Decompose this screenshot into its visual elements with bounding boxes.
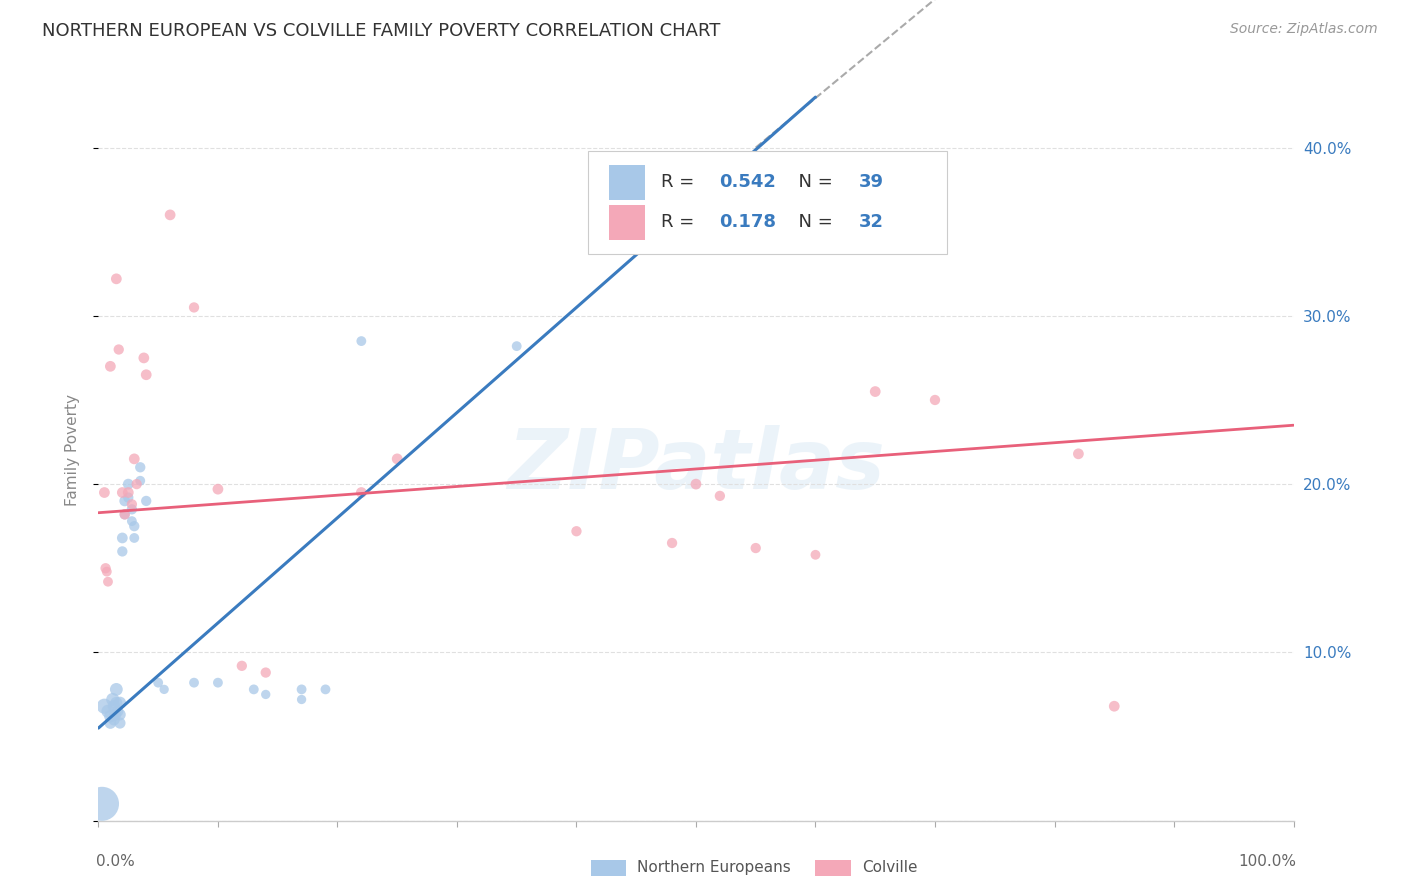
FancyBboxPatch shape bbox=[589, 151, 948, 254]
Point bbox=[125, 477, 148, 491]
Point bbox=[108, 696, 131, 710]
Point bbox=[97, 574, 120, 589]
Text: 39: 39 bbox=[859, 173, 883, 192]
Point bbox=[105, 682, 128, 697]
Point bbox=[108, 716, 131, 731]
Point bbox=[661, 536, 683, 550]
Point bbox=[804, 548, 827, 562]
Point bbox=[1104, 699, 1126, 714]
Point bbox=[93, 699, 115, 714]
Point bbox=[135, 494, 157, 508]
Point bbox=[104, 707, 127, 722]
Point bbox=[105, 272, 128, 286]
Point bbox=[129, 474, 152, 488]
Text: 100.0%: 100.0% bbox=[1237, 854, 1296, 869]
Text: 0.0%: 0.0% bbox=[96, 854, 135, 869]
Point bbox=[111, 531, 134, 545]
Point bbox=[108, 707, 131, 722]
Point bbox=[105, 696, 128, 710]
Point bbox=[207, 675, 229, 690]
Point bbox=[121, 497, 143, 511]
Point bbox=[111, 544, 134, 558]
Text: Source: ZipAtlas.com: Source: ZipAtlas.com bbox=[1230, 22, 1378, 37]
Text: R =: R = bbox=[661, 213, 706, 231]
Point bbox=[103, 713, 125, 727]
Point bbox=[129, 460, 152, 475]
Text: N =: N = bbox=[787, 213, 838, 231]
Point bbox=[114, 508, 136, 522]
Text: Colville: Colville bbox=[862, 861, 918, 875]
Point bbox=[709, 489, 731, 503]
Point bbox=[107, 704, 129, 718]
Point bbox=[93, 485, 115, 500]
Point bbox=[924, 392, 946, 407]
Point bbox=[159, 208, 181, 222]
Point bbox=[148, 675, 170, 690]
Bar bbox=[609, 165, 644, 200]
Text: NORTHERN EUROPEAN VS COLVILLE FAMILY POVERTY CORRELATION CHART: NORTHERN EUROPEAN VS COLVILLE FAMILY POV… bbox=[42, 22, 720, 40]
Point bbox=[183, 675, 205, 690]
Point bbox=[135, 368, 157, 382]
Point bbox=[315, 682, 337, 697]
Point bbox=[506, 339, 529, 353]
Point bbox=[1067, 447, 1090, 461]
Point bbox=[254, 688, 277, 702]
Point bbox=[121, 502, 143, 516]
Point bbox=[291, 692, 314, 706]
Bar bbox=[609, 204, 644, 240]
Point bbox=[117, 491, 139, 505]
Point bbox=[114, 494, 136, 508]
Point bbox=[153, 682, 176, 697]
Text: 0.178: 0.178 bbox=[718, 213, 776, 231]
Point bbox=[121, 514, 143, 528]
Text: Northern Europeans: Northern Europeans bbox=[637, 861, 792, 875]
Text: N =: N = bbox=[787, 173, 838, 192]
Text: R =: R = bbox=[661, 173, 700, 192]
Text: ZIPatlas: ZIPatlas bbox=[508, 425, 884, 506]
Point bbox=[385, 451, 409, 466]
Point bbox=[183, 301, 205, 315]
Text: 32: 32 bbox=[859, 213, 883, 231]
Point bbox=[103, 699, 125, 714]
Point bbox=[94, 561, 117, 575]
Point bbox=[207, 482, 229, 496]
Point bbox=[96, 565, 118, 579]
Point bbox=[291, 682, 314, 697]
Point bbox=[350, 485, 373, 500]
Point bbox=[243, 682, 266, 697]
Point bbox=[107, 343, 129, 357]
Point bbox=[117, 477, 139, 491]
Point bbox=[117, 485, 139, 500]
Point bbox=[254, 665, 277, 680]
Point bbox=[231, 658, 253, 673]
Point bbox=[745, 541, 768, 555]
Y-axis label: Family Poverty: Family Poverty bbox=[65, 394, 80, 507]
Point bbox=[111, 485, 134, 500]
Point bbox=[101, 692, 124, 706]
Point bbox=[132, 351, 155, 365]
Point bbox=[114, 508, 136, 522]
Point bbox=[98, 709, 122, 723]
Text: 0.542: 0.542 bbox=[718, 173, 776, 192]
Point bbox=[97, 704, 120, 718]
Point bbox=[98, 716, 122, 731]
Point bbox=[91, 797, 114, 811]
Point bbox=[565, 524, 588, 539]
Point bbox=[124, 451, 146, 466]
Point bbox=[865, 384, 887, 399]
Point bbox=[685, 477, 707, 491]
Point bbox=[98, 359, 122, 374]
Point bbox=[124, 531, 146, 545]
Point bbox=[124, 519, 146, 533]
Point bbox=[350, 334, 373, 348]
